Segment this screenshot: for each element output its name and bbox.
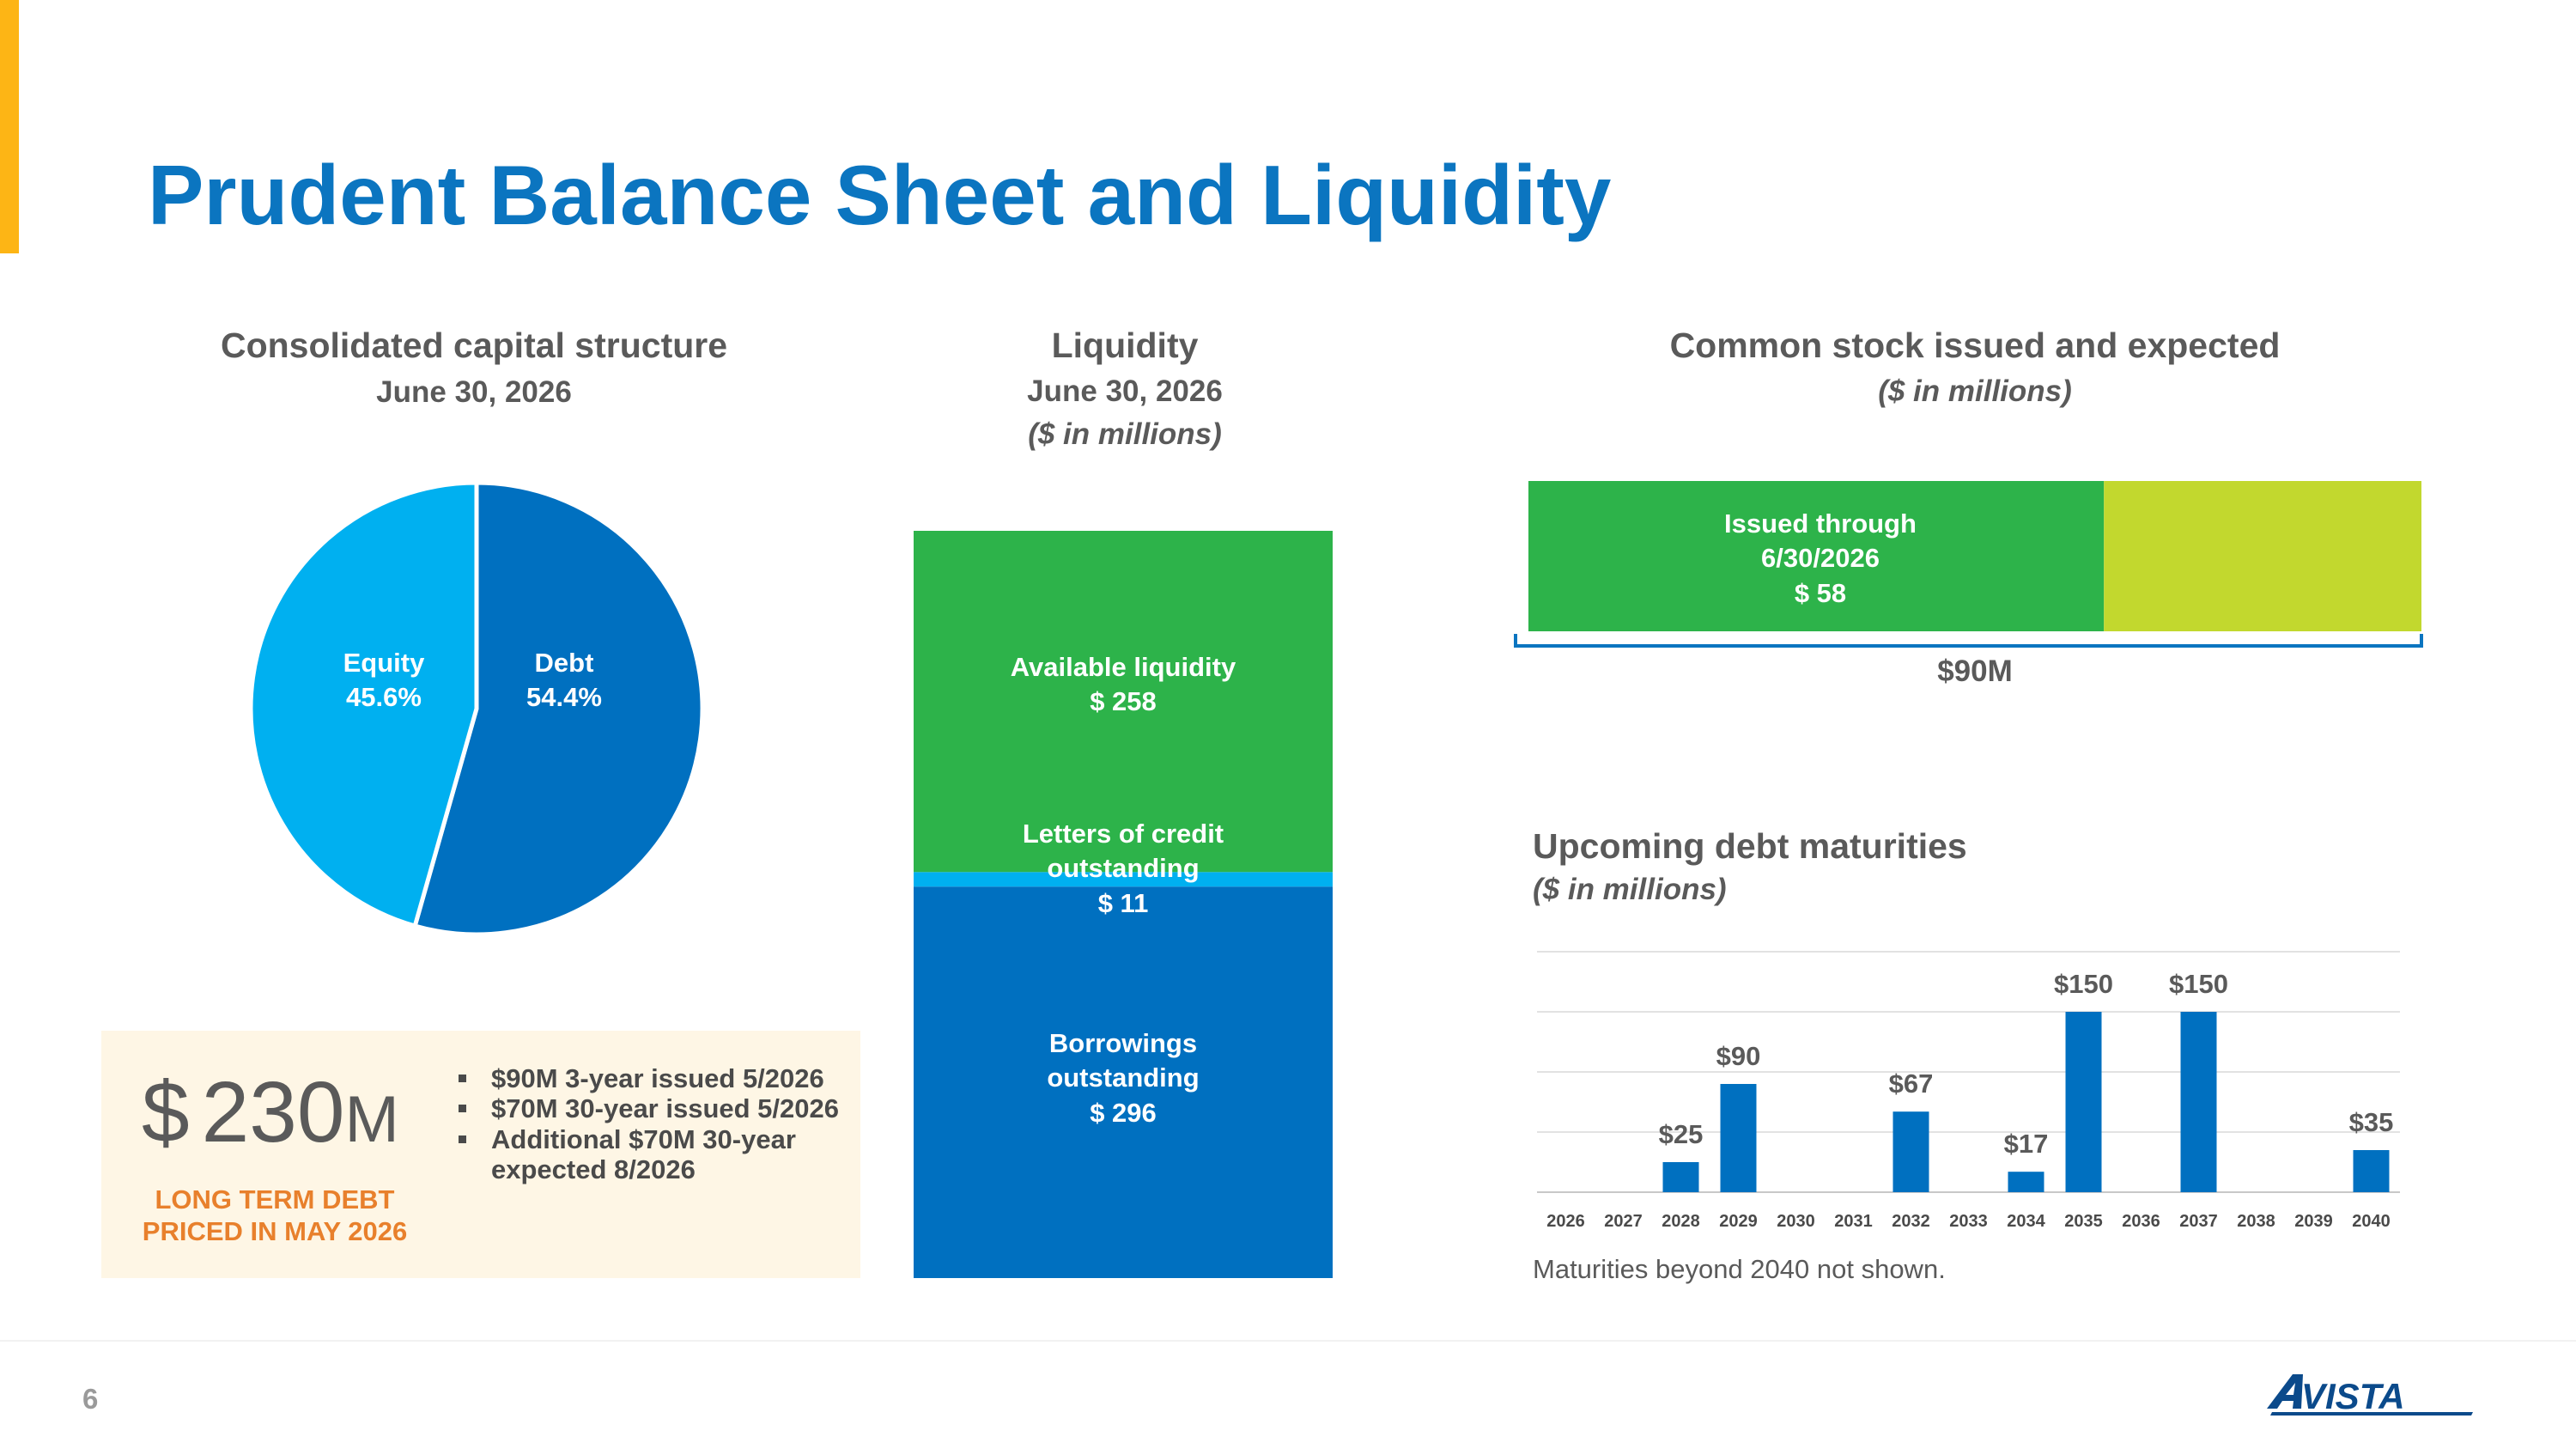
liquidity-segment-letters-of-credit: [914, 872, 1333, 887]
liquidity-label-letters-line2: outstanding: [1047, 853, 1200, 884]
maturities-data-label-2029: $90: [1716, 1041, 1761, 1071]
maturities-x-tick-2035: 2035: [2064, 1212, 2103, 1231]
maturities-bar-2032: [1893, 1111, 1929, 1192]
maturities-x-tick-2038: 2038: [2237, 1212, 2275, 1231]
liquidity-date: June 30, 2026: [1027, 374, 1223, 408]
maturities-x-ticks: 2026 2027 2028 2029 2030 2031 2032 2033 2034 2035…: [1546, 1212, 2391, 1231]
stock-label-issued-line1: Issued through: [1724, 508, 1917, 539]
pie-slice-debt: [412, 480, 705, 937]
pie-label-equity-value: 45.6%: [346, 682, 422, 712]
maturities-x-tick-2027: 2027: [1604, 1212, 1643, 1231]
page-title: Prudent Balance Sheet and Liquidity: [148, 148, 1612, 242]
maturities-bar-chart: $25 $90 $67 $17 $150 $150 $35 2026 2027 2028 2029…: [1537, 951, 2400, 1231]
maturities-x-tick-2039: 2039: [2294, 1212, 2333, 1231]
debt-callout-value: 230: [201, 1064, 345, 1160]
liquidity-units: ($ in millions): [1028, 417, 1222, 451]
maturities-x-tick-2029: 2029: [1719, 1212, 1758, 1231]
liquidity-label-available-line1: Available liquidity: [1010, 652, 1236, 682]
liquidity-label-borrowings-value: $ 296: [1090, 1097, 1157, 1128]
maturities-bar-2034: [2008, 1172, 2044, 1192]
liquidity-segment-borrowings: [914, 886, 1333, 1278]
maturities-bar-2029: [1720, 1084, 1757, 1192]
maturities-x-tick-2036: 2036: [2122, 1212, 2160, 1231]
debt-callout-bullet: $70M 30-year issued 5/2026: [455, 1093, 841, 1123]
liquidity-label-borrowings: Borrowings outstanding $ 296: [914, 1026, 1333, 1130]
maturities-x-tick-2026: 2026: [1546, 1212, 1585, 1231]
avista-logo: VISTA: [2267, 1374, 2473, 1416]
maturities-data-label-2037: $150: [2169, 969, 2228, 999]
maturities-data-label-2032: $67: [1889, 1068, 1934, 1099]
maturities-x-tick-2033: 2033: [1949, 1212, 1988, 1231]
maturities-data-labels: $25 $90 $67 $17 $150 $150 $35: [1659, 969, 2394, 1159]
footer-divider: [0, 1340, 2576, 1342]
pie-label-debt-value: 54.4%: [526, 682, 602, 712]
maturities-x-tick-2030: 2030: [1777, 1212, 1815, 1231]
stock-label-issued-value: $ 58: [1794, 577, 1847, 608]
pie-label-debt-name: Debt: [535, 648, 594, 678]
liquidity-segment-available: [914, 531, 1333, 873]
stock-segment-expected: [2104, 481, 2421, 631]
debt-callout-unit: M: [344, 1083, 399, 1156]
maturities-title: Upcoming debt maturities: [1533, 826, 1967, 866]
stock-label-issued-line2: 6/30/2026: [1761, 543, 1880, 574]
stock-label-issued: Issued through 6/30/2026 $ 58: [1666, 507, 1975, 611]
maturities-x-tick-2028: 2028: [1662, 1212, 1700, 1231]
stock-horizontal-bar: [1514, 481, 2423, 648]
pie-label-equity-name: Equity: [343, 648, 425, 678]
stock-total-label: $90M: [1937, 654, 2013, 688]
debt-callout-bullet: Additional $70M 30-year expected 8/2026: [455, 1124, 841, 1185]
accent-bar: [0, 0, 19, 253]
capital-title: Consolidated capital structure: [220, 326, 728, 365]
liquidity-stacked-bar: [914, 531, 1333, 1278]
liquidity-label-borrowings-line2: outstanding: [1047, 1062, 1200, 1093]
maturities-bars: [1662, 1012, 2390, 1192]
stock-title: Common stock issued and expected: [1669, 326, 2281, 365]
maturities-x-tick-2037: 2037: [2179, 1212, 2218, 1231]
maturities-x-tick-2040: 2040: [2352, 1212, 2391, 1231]
debt-callout-bullets: $90M 3-year issued 5/2026 $70M 30-year i…: [455, 1063, 841, 1184]
debt-callout-box: [101, 1031, 860, 1278]
debt-callout-bullet: $90M 3-year issued 5/2026: [455, 1063, 841, 1093]
liquidity-label-letters-value: $ 11: [1097, 887, 1149, 918]
maturities-gridlines: [1537, 951, 2400, 1193]
maturities-units: ($ in millions): [1533, 873, 1727, 906]
debt-callout-amount: $230M: [142, 1069, 399, 1155]
liquidity-label-available-value: $ 258: [1090, 686, 1157, 717]
debt-callout-label: LONG TERM DEBT PRICED IN MAY 2026: [142, 1184, 408, 1247]
stock-total-bracket: [1514, 634, 2423, 648]
liquidity-label-letters-line1: Letters of credit: [1022, 819, 1224, 849]
maturities-bar-2037: [2180, 1012, 2217, 1192]
liquidity-title: Liquidity: [1051, 326, 1199, 365]
maturities-bar-2035: [2065, 1012, 2102, 1192]
maturities-x-tick-2031: 2031: [1834, 1212, 1873, 1231]
maturities-bar-2040: [2353, 1150, 2390, 1192]
maturities-note: Maturities beyond 2040 not shown.: [1533, 1254, 1946, 1284]
maturities-x-tick-2034: 2034: [2007, 1212, 2045, 1231]
pie-slice-equity: [248, 480, 479, 929]
maturities-data-label-2035: $150: [2054, 969, 2113, 999]
capital-pie-chart: Debt 54.4% Equity 45.6%: [248, 480, 705, 937]
maturities-data-label-2034: $17: [2004, 1129, 2049, 1159]
page-number: 6: [82, 1383, 99, 1415]
liquidity-label-borrowings-line1: Borrowings: [1048, 1028, 1198, 1058]
avista-logo-text: VISTA: [2301, 1376, 2405, 1416]
avista-logo-swoosh: [2270, 1412, 2473, 1416]
debt-callout-dollar: $: [142, 1064, 190, 1160]
maturities-data-label-2040: $35: [2349, 1107, 2394, 1137]
liquidity-label-available: Available liquidity $ 258: [914, 650, 1333, 720]
maturities-x-tick-2032: 2032: [1892, 1212, 1930, 1231]
maturities-data-label-2028: $25: [1659, 1119, 1704, 1149]
maturities-bar-2028: [1662, 1162, 1699, 1192]
avista-logo-mark: [2267, 1374, 2303, 1409]
stock-segment-issued: [1528, 481, 2105, 631]
stock-units: ($ in millions): [1878, 374, 2072, 408]
capital-date: June 30, 2026: [376, 375, 572, 409]
liquidity-label-letters: Letters of credit outstanding $ 11: [914, 817, 1333, 921]
